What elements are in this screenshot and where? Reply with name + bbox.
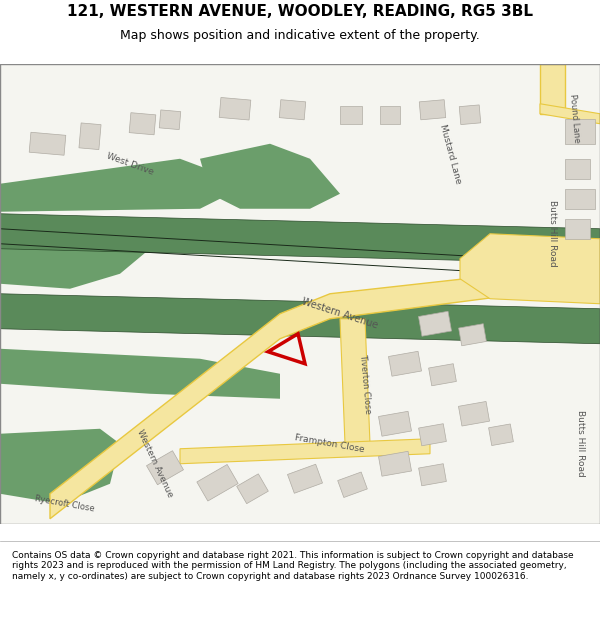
Polygon shape <box>565 189 595 209</box>
Polygon shape <box>540 64 565 114</box>
Polygon shape <box>0 214 600 264</box>
Text: Tiverton Close: Tiverton Close <box>358 353 372 414</box>
Text: Contains OS data © Crown copyright and database right 2021. This information is : Contains OS data © Crown copyright and d… <box>12 551 574 581</box>
Polygon shape <box>418 311 452 336</box>
Polygon shape <box>419 100 446 120</box>
Polygon shape <box>29 132 66 155</box>
Polygon shape <box>459 105 481 124</box>
Text: 121, WESTERN AVENUE, WOODLEY, READING, RG5 3BL: 121, WESTERN AVENUE, WOODLEY, READING, R… <box>67 4 533 19</box>
Text: Western Avenue: Western Avenue <box>136 428 175 499</box>
Polygon shape <box>0 159 230 212</box>
Text: Western Avenue: Western Avenue <box>301 297 379 331</box>
Polygon shape <box>540 104 600 124</box>
Text: Butts Hill Road: Butts Hill Road <box>548 201 557 267</box>
Polygon shape <box>388 351 422 376</box>
Polygon shape <box>460 234 600 304</box>
Polygon shape <box>565 119 595 144</box>
Polygon shape <box>279 100 306 120</box>
Polygon shape <box>565 159 590 179</box>
Text: Mustard Lane: Mustard Lane <box>438 123 462 184</box>
Polygon shape <box>0 429 120 504</box>
Polygon shape <box>180 439 430 464</box>
Text: Butts Hill Road: Butts Hill Road <box>575 411 584 477</box>
Polygon shape <box>379 411 412 436</box>
Polygon shape <box>0 294 600 344</box>
Polygon shape <box>338 472 367 498</box>
Text: Frampton Close: Frampton Close <box>295 433 365 454</box>
Text: Map shows position and indicative extent of the property.: Map shows position and indicative extent… <box>120 29 480 42</box>
Text: Pound Lane: Pound Lane <box>568 94 581 144</box>
Polygon shape <box>0 64 600 524</box>
Polygon shape <box>50 264 600 519</box>
Polygon shape <box>0 349 280 399</box>
Text: West Drive: West Drive <box>105 151 155 176</box>
Polygon shape <box>419 424 446 446</box>
Polygon shape <box>236 474 268 504</box>
Polygon shape <box>380 106 400 124</box>
Polygon shape <box>488 424 514 446</box>
Polygon shape <box>159 110 181 129</box>
Polygon shape <box>146 451 184 485</box>
Polygon shape <box>565 219 590 239</box>
Polygon shape <box>287 464 323 493</box>
Text: Ryecroft Close: Ryecroft Close <box>34 494 95 513</box>
Polygon shape <box>129 112 156 135</box>
Polygon shape <box>379 451 412 476</box>
Polygon shape <box>458 401 490 426</box>
Polygon shape <box>197 464 238 501</box>
Polygon shape <box>200 144 340 209</box>
Polygon shape <box>428 364 457 386</box>
Polygon shape <box>0 219 150 289</box>
Polygon shape <box>419 464 446 486</box>
Polygon shape <box>79 123 101 149</box>
Polygon shape <box>340 106 362 124</box>
Polygon shape <box>458 324 487 346</box>
Polygon shape <box>340 319 370 444</box>
Polygon shape <box>219 98 251 120</box>
